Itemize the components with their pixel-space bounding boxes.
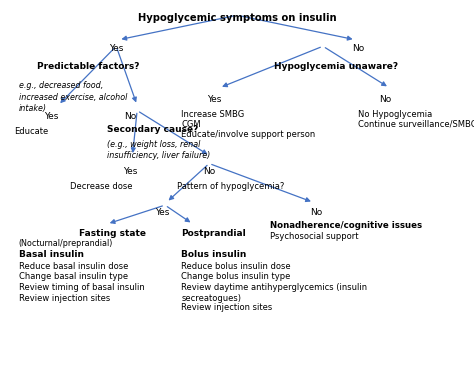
Text: Basal insulin: Basal insulin	[18, 251, 84, 259]
Text: (Nocturnal/preprandial): (Nocturnal/preprandial)	[18, 239, 113, 248]
Text: No Hypoglycemia: No Hypoglycemia	[358, 110, 432, 119]
Text: e.g., decreased food,
increased exercise, alcohol
intake): e.g., decreased food, increased exercise…	[18, 81, 127, 113]
Text: Decrease dose: Decrease dose	[70, 182, 132, 191]
Text: Review daytime antihyperglycemics (insulin
secreatogues): Review daytime antihyperglycemics (insul…	[181, 283, 367, 303]
Text: Yes: Yes	[44, 112, 58, 121]
Text: Review timing of basal insulin: Review timing of basal insulin	[18, 283, 145, 292]
Text: Change basal insulin type: Change basal insulin type	[18, 273, 128, 281]
Text: Increase SMBG: Increase SMBG	[181, 110, 245, 119]
Text: Educate: Educate	[14, 127, 48, 136]
Text: No: No	[203, 166, 215, 176]
Text: Nonadherence/cognitive issues: Nonadherence/cognitive issues	[270, 222, 422, 230]
Text: No: No	[124, 112, 137, 121]
Text: Secondary cause?: Secondary cause?	[107, 125, 198, 134]
Text: Yes: Yes	[155, 208, 170, 217]
Text: No: No	[352, 44, 364, 52]
Text: Psychosocial support: Psychosocial support	[270, 232, 358, 241]
Text: Hypoglycemia unaware?: Hypoglycemia unaware?	[274, 63, 398, 71]
Text: Yes: Yes	[207, 95, 221, 104]
Text: Reduce basal insulin dose: Reduce basal insulin dose	[18, 262, 128, 271]
Text: Pattern of hypoglycemia?: Pattern of hypoglycemia?	[177, 182, 284, 191]
Text: Bolus insulin: Bolus insulin	[181, 251, 246, 259]
Text: CGM: CGM	[181, 120, 201, 129]
Text: Yes: Yes	[123, 166, 137, 176]
Text: Predictable factors?: Predictable factors?	[37, 63, 140, 71]
Text: Continue surveillance/SMBG: Continue surveillance/SMBG	[358, 120, 474, 129]
Text: No: No	[380, 95, 392, 104]
Text: No: No	[310, 208, 322, 217]
Text: Yes: Yes	[109, 44, 123, 52]
Text: Review injection sites: Review injection sites	[181, 303, 273, 312]
Text: Postprandial: Postprandial	[181, 229, 246, 238]
Text: Fasting state: Fasting state	[79, 229, 146, 238]
Text: (e.g., weight loss, renal
insufficiency, liver failure): (e.g., weight loss, renal insufficiency,…	[107, 140, 210, 160]
Text: Hypoglycemic symptoms on insulin: Hypoglycemic symptoms on insulin	[137, 13, 337, 23]
Text: Educate/involve support person: Educate/involve support person	[181, 130, 316, 139]
Text: Reduce bolus insulin dose: Reduce bolus insulin dose	[181, 262, 291, 271]
Text: Change bolus insulin type: Change bolus insulin type	[181, 273, 291, 281]
Text: Review injection sites: Review injection sites	[18, 294, 110, 303]
